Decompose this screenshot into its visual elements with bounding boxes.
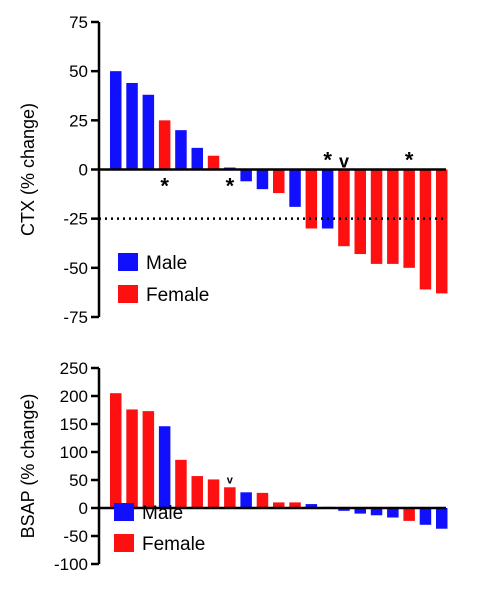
legend-label-female: Female: [142, 534, 205, 555]
bsap-panel: BSAP (% change) 250 200 150 100 50 0 -50 -100 v Ma…: [18, 359, 448, 574]
v-marker: v: [339, 152, 349, 172]
bar-female: [354, 169, 366, 255]
v-marker: v: [227, 474, 234, 486]
bar-female: [403, 508, 415, 521]
bar-male: [387, 508, 399, 518]
bar-female: [273, 169, 285, 194]
bar-female: [207, 155, 220, 170]
bar-female: [207, 479, 220, 508]
bar-female: [289, 502, 301, 508]
bar-male: [370, 508, 383, 516]
asterisk-marker: *: [160, 174, 169, 199]
y-tick-label: -25: [63, 210, 88, 229]
bar-female: [370, 169, 383, 264]
legend-label-male: Male: [146, 253, 187, 274]
legend-swatch-male: [118, 253, 138, 271]
legend-swatch-female: [118, 285, 138, 303]
bar-male: [321, 169, 334, 229]
y-tick-label: 75: [69, 13, 88, 32]
y-tick-label: 200: [60, 387, 88, 406]
bar-female: [403, 169, 415, 268]
bar-female: [142, 411, 155, 508]
y-tick-label: 150: [60, 415, 88, 434]
y-tick-label: 50: [69, 471, 88, 490]
bar-male: [142, 94, 155, 170]
bar-male: [338, 508, 350, 511]
bar-male: [240, 169, 252, 182]
y-tick-label: 50: [69, 62, 88, 81]
y-tick-label: -100: [54, 555, 88, 574]
legend-swatch-male: [114, 503, 134, 521]
y-tick-label: 0: [79, 161, 88, 180]
bar-male: [436, 508, 448, 529]
bar-female: [305, 169, 318, 229]
asterisk-marker: *: [405, 148, 414, 173]
y-tick-label: -50: [63, 527, 88, 546]
y-tick-label: 25: [69, 111, 88, 130]
bar-female: [224, 487, 236, 508]
bar-female: [126, 409, 138, 508]
bar-male: [240, 492, 252, 508]
asterisk-marker: *: [323, 148, 332, 173]
asterisk-marker: *: [226, 174, 235, 199]
y-axis-label: BSAP (% change): [18, 394, 38, 539]
bar-female: [387, 169, 399, 264]
bar-female: [191, 476, 203, 508]
bar-female: [175, 459, 187, 508]
bar-female: [273, 502, 285, 508]
bar-male: [289, 169, 301, 207]
bar-female: [338, 169, 350, 247]
bar-male: [419, 508, 432, 525]
y-axis-label: CTX (% change): [18, 103, 38, 236]
legend-label-female: Female: [146, 285, 209, 306]
bar-male: [126, 82, 138, 170]
bar-female: [256, 492, 269, 508]
bar-male: [354, 508, 366, 514]
y-tick-label: 250: [60, 359, 88, 378]
y-tick-label: -50: [63, 259, 88, 278]
bar-male: [305, 504, 318, 508]
legend-label-male: Male: [142, 503, 183, 524]
bar-male: [191, 147, 203, 170]
ctx-panel: CTX (% change) 75 50 25 0 -25 -50 -75 * * * v * Male F…: [18, 13, 448, 327]
bar-female: [436, 169, 448, 294]
y-tick-label: 100: [60, 443, 88, 462]
bar-male: [158, 426, 171, 508]
bar-male: [175, 130, 187, 170]
y-tick-label: 0: [79, 499, 88, 518]
legend-swatch-female: [114, 534, 134, 552]
bar-male: [110, 71, 122, 170]
y-tick-label: -75: [63, 308, 88, 327]
bar-female: [110, 393, 122, 508]
bar-female: [158, 120, 171, 170]
bar-male: [256, 169, 269, 190]
bar-female: [419, 169, 432, 290]
